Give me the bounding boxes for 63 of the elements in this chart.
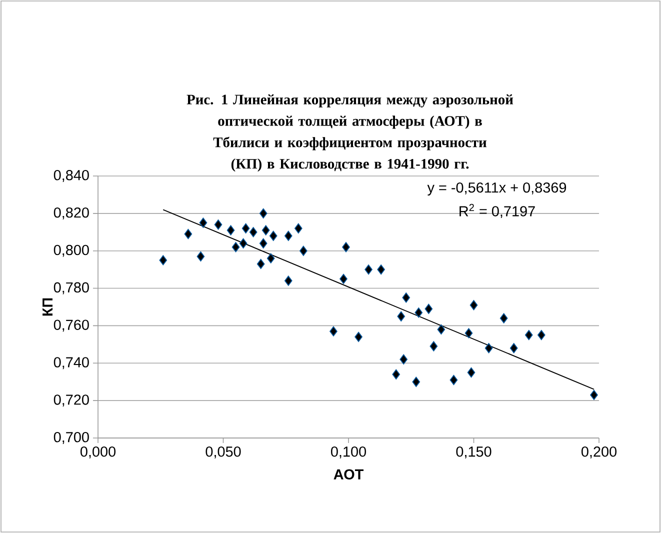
point	[464, 328, 473, 338]
point	[284, 230, 292, 241]
annotation: y = -0,5611x + 0,8369	[427, 182, 566, 196]
x-tick-label: 0,000	[80, 446, 116, 458]
point	[377, 264, 385, 275]
point	[470, 300, 478, 310]
y-tick-label: 0,760	[54, 320, 89, 332]
point	[249, 227, 258, 238]
point	[199, 218, 208, 228]
y-axis-title: КП	[42, 298, 52, 316]
point	[484, 343, 493, 354]
x-axis-title: АОТ	[334, 469, 364, 480]
point	[184, 228, 192, 240]
y-tick-label: 0,800	[54, 244, 89, 257]
x-tick-label: 0,150	[456, 446, 492, 458]
y-tick-label: 0,720	[54, 394, 89, 407]
point	[266, 253, 275, 264]
point	[242, 223, 250, 234]
point	[364, 264, 372, 275]
point	[300, 246, 308, 256]
point	[397, 311, 406, 322]
point	[294, 223, 302, 234]
point	[537, 330, 546, 340]
point	[342, 242, 350, 252]
point	[232, 242, 240, 252]
point	[284, 276, 292, 286]
point	[214, 220, 222, 230]
x-tick-label: 0,050	[206, 446, 241, 458]
y-tick-label: 0,820	[54, 207, 89, 220]
annotation: R$^{2}$ = 0,7197	[460, 204, 535, 218]
x-tick-label: 0,200	[581, 446, 617, 458]
point	[259, 208, 268, 218]
point	[269, 230, 278, 241]
point	[450, 374, 458, 386]
point	[159, 255, 168, 266]
x-tick-label: 0,100	[330, 446, 366, 458]
point	[239, 238, 248, 248]
point	[226, 225, 235, 236]
point	[414, 308, 423, 318]
point	[196, 251, 205, 262]
y-tick-label: 0,840	[54, 170, 89, 182]
y-tick-label: 0,700	[54, 432, 89, 444]
point	[259, 238, 268, 248]
point	[437, 324, 446, 334]
point	[262, 225, 270, 236]
point	[354, 332, 362, 342]
point	[510, 343, 518, 354]
point	[330, 326, 338, 336]
y-tick-label: 0,780	[54, 282, 89, 294]
point	[500, 313, 508, 324]
point	[340, 274, 348, 284]
chart-title: Рис. 1 Линейная корреляция между аэрозольной оптической толщей атмосферы (АОТ) в Тбилиси и коэффициентом прозрачности (КП) в Кисловодстве в 1941-1990 гг.	[186, 94, 514, 172]
point	[430, 341, 438, 352]
point	[412, 376, 420, 387]
point	[402, 292, 410, 303]
point	[590, 390, 598, 400]
point	[400, 354, 408, 364]
y-tick-label: 0,740	[54, 357, 89, 370]
point	[424, 304, 433, 314]
point	[256, 258, 265, 269]
point	[524, 330, 533, 340]
point	[467, 367, 476, 378]
point	[392, 369, 400, 380]
